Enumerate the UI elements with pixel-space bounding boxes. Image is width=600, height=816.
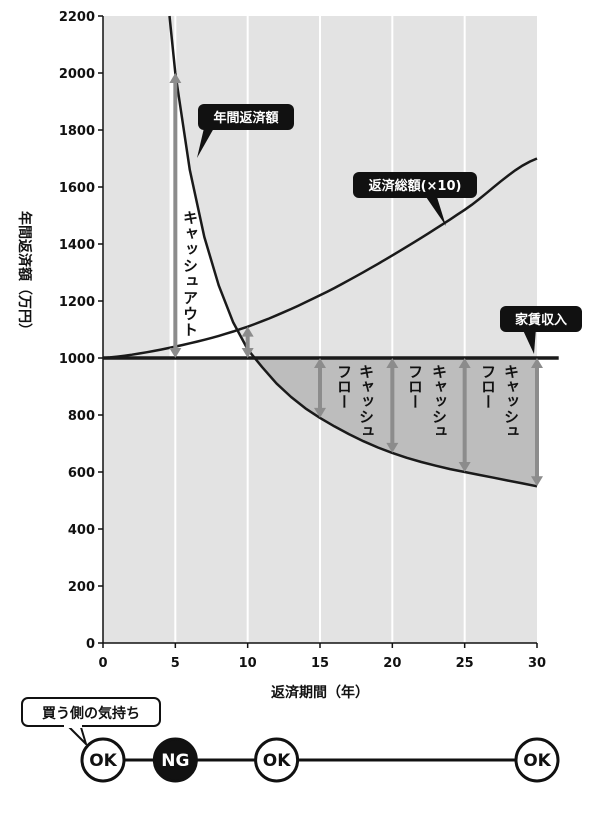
y-tick-label: 400	[68, 523, 95, 538]
x-tick-label: 15	[311, 656, 329, 671]
x-tick-label: 30	[528, 656, 546, 671]
y-tick-label: 1400	[59, 238, 95, 253]
y-tick-label: 1000	[59, 352, 95, 367]
svg-text:OK: OK	[263, 751, 291, 771]
x-tick-label: 5	[171, 656, 180, 671]
cash-flow-label-3: キャッシュ フロー	[479, 364, 520, 439]
buyer-feeling-callout: 買う側の気持ち	[21, 697, 161, 745]
x-tick-label: 0	[98, 656, 107, 671]
timeline-marker-ok-0: OK	[80, 737, 126, 783]
timeline-marker-ng-1: NG	[152, 737, 198, 783]
cash-flow-label-1: キャッシュ フロー	[335, 364, 375, 439]
rent-income-callout: 家賃収入	[500, 306, 582, 354]
annual-payment-curve	[168, 15, 538, 488]
y-tick-label: 1600	[59, 181, 95, 196]
y-tick-label: 800	[68, 409, 95, 424]
buyer-timeline: 買う側の気持ち OK NG OK OK	[21, 697, 560, 783]
y-tick-label: 0	[86, 637, 95, 652]
x-tick-label: 25	[456, 656, 474, 671]
y-tick-label: 2200	[59, 10, 95, 25]
svg-text:OK: OK	[89, 751, 117, 771]
svg-text:返済総額(×10): 返済総額(×10)	[369, 178, 462, 194]
svg-text:年間返済額: 年間返済額	[213, 110, 278, 126]
y-axis-label: 年間返済額（万円）	[16, 211, 33, 337]
axes	[98, 15, 538, 648]
timeline-markers: OK NG OK OK	[80, 737, 560, 783]
arrow-4	[458, 358, 471, 472]
arrow-1	[241, 326, 254, 358]
svg-text:フロー: フロー	[406, 364, 424, 409]
svg-text:フロー: フロー	[335, 364, 353, 409]
cash-out-area	[169, 16, 255, 358]
arrow-3	[386, 358, 399, 453]
y-tick-label: 1800	[59, 124, 95, 139]
arrow-0	[169, 73, 182, 358]
timeline-marker-ok-3: OK	[514, 737, 560, 783]
annual-payment-callout: 年間返済額	[197, 104, 294, 158]
tick-labels: 0 5 10 15 20 25 30 0 200 400 600 800 1000 1200 1400 160…	[59, 10, 546, 671]
timeline-marker-ok-2: OK	[254, 737, 300, 783]
svg-text:OK: OK	[523, 751, 551, 771]
svg-text:キャッシュ: キャッシュ	[357, 364, 375, 439]
x-axis-label: 返済期間（年）	[271, 684, 369, 701]
total-payment-callout: 返済総額(×10)	[353, 172, 477, 226]
svg-text:NG: NG	[161, 751, 189, 771]
svg-text:買う側の気持ち: 買う側の気持ち	[42, 705, 140, 722]
arrow-2	[314, 358, 326, 418]
cash-out-label: キャッシュアウト	[181, 210, 199, 338]
y-tick-label: 600	[68, 466, 95, 481]
svg-text:キャッシュ: キャッシュ	[430, 364, 448, 439]
svg-text:キャッシュ: キャッシュ	[502, 364, 520, 439]
arrow-5	[531, 358, 543, 487]
cash-flow-label-2: キャッシュ フロー	[406, 364, 448, 439]
x-tick-label: 20	[383, 656, 401, 671]
svg-text:フロー: フロー	[479, 364, 497, 409]
svg-text:家賃収入: 家賃収入	[515, 312, 567, 328]
y-tick-label: 1200	[59, 295, 95, 310]
x-tick-label: 10	[239, 656, 257, 671]
y-tick-label: 2000	[59, 67, 95, 82]
y-tick-label: 200	[68, 580, 95, 595]
arrows	[169, 73, 543, 487]
